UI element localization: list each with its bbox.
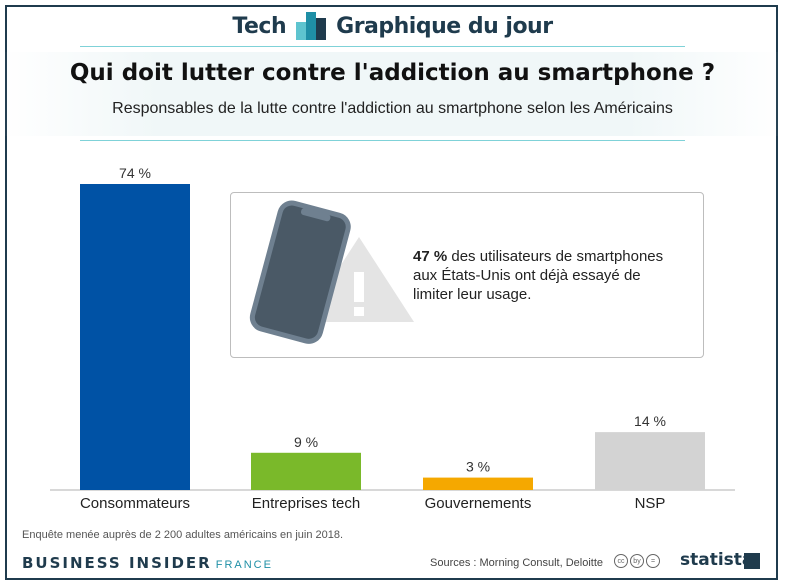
callout-highlight: 47 % bbox=[413, 248, 448, 265]
category-label-2: Gouvernements bbox=[425, 495, 532, 512]
value-label-2: 3 % bbox=[466, 459, 490, 475]
value-label-1: 9 % bbox=[294, 434, 318, 450]
header: Tech Graphique du jour bbox=[0, 8, 785, 44]
bar-2 bbox=[423, 477, 533, 490]
callout-box: 47 % des utilisateurs de smartphones aux… bbox=[230, 192, 704, 358]
header-graph-label: Graphique du jour bbox=[336, 13, 553, 39]
nd-icon: = bbox=[646, 554, 660, 568]
smartphone-icon bbox=[249, 200, 351, 344]
by-icon: by bbox=[630, 554, 644, 568]
value-label-0: 74 % bbox=[119, 165, 151, 181]
survey-note: Enquête menée auprès de 2 200 adultes am… bbox=[22, 529, 344, 541]
sources: Sources : Morning Consult, Deloitte bbox=[430, 557, 604, 569]
business-insider-logo: BUSINESS INSIDER FRANCE bbox=[22, 554, 273, 572]
bar-chart-icon bbox=[296, 12, 327, 40]
bar-1 bbox=[251, 452, 361, 490]
brand-name: BUSINESS INSIDER bbox=[22, 554, 212, 572]
chart-title: Qui doit lutter contre l'addiction au sm… bbox=[69, 60, 716, 86]
callout-body: des utilisateurs de smartphones aux État… bbox=[413, 248, 664, 303]
title-divider bbox=[80, 140, 685, 141]
cc-icon: cc bbox=[614, 554, 628, 568]
title-band bbox=[2, 52, 783, 136]
value-label-3: 14 % bbox=[634, 413, 666, 429]
brand-region: FRANCE bbox=[215, 559, 273, 571]
chart-subtitle: Responsables de la lutte contre l'addict… bbox=[112, 100, 673, 117]
category-label-1: Entreprises tech bbox=[252, 495, 360, 512]
category-label-3: NSP bbox=[635, 495, 666, 512]
phone-warning-icon bbox=[249, 200, 414, 344]
license-icons: cc by = bbox=[614, 554, 660, 568]
category-label-0: Consommateurs bbox=[80, 495, 190, 512]
header-tech-label: Tech bbox=[232, 13, 287, 39]
bar-3 bbox=[595, 432, 705, 490]
bar-0 bbox=[80, 184, 190, 490]
statista-icon bbox=[744, 553, 760, 569]
statista-logo: statista bbox=[680, 550, 754, 570]
warning-triangle-icon bbox=[304, 237, 414, 322]
header-divider bbox=[80, 46, 685, 47]
callout-text: 47 % des utilisateurs de smartphones aux… bbox=[413, 247, 683, 304]
